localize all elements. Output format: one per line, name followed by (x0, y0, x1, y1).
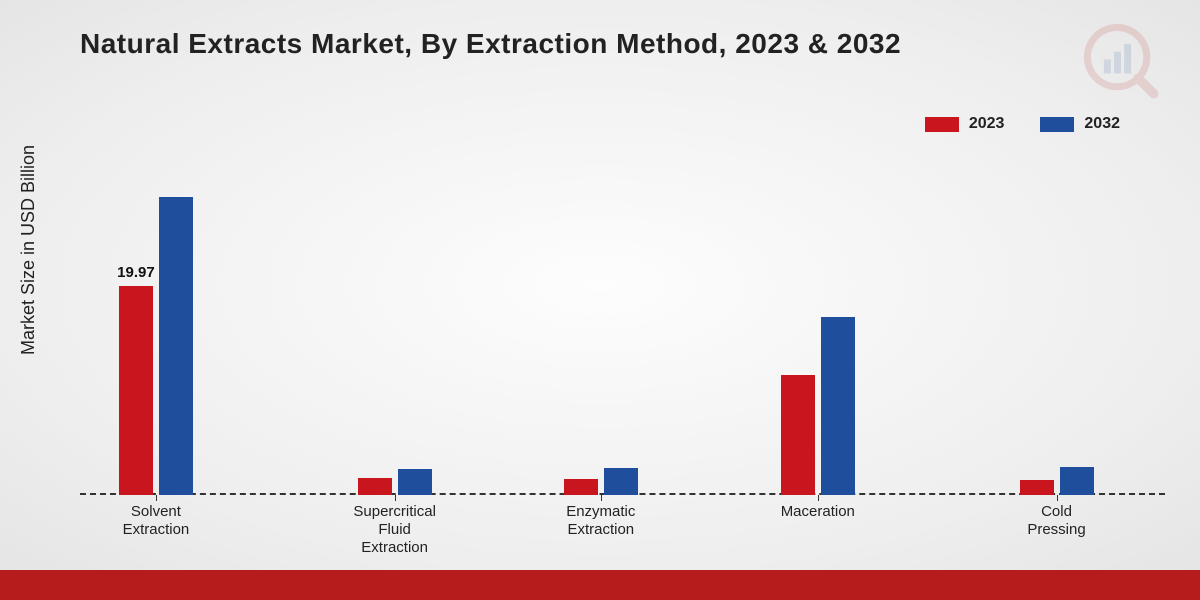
y-axis-label: Market Size in USD Billion (18, 145, 39, 355)
legend: 2023 2032 (925, 115, 1120, 133)
watermark-logo-icon (1082, 22, 1160, 100)
legend-label-2023: 2023 (969, 115, 1005, 133)
bar-group: 19.97 (119, 197, 193, 495)
x-axis-tick (1057, 495, 1058, 501)
x-axis-tick (156, 495, 157, 501)
x-axis-category-label: Maceration (758, 503, 878, 521)
x-axis-category-label: Solvent Extraction (96, 503, 216, 539)
bar-value-label: 19.97 (117, 264, 155, 281)
legend-swatch-2032 (1040, 117, 1074, 132)
x-axis-category-label: Enzymatic Extraction (541, 503, 661, 539)
legend-item-2023: 2023 (925, 115, 1005, 133)
x-axis-category-label: Supercritical Fluid Extraction (335, 503, 455, 557)
bar-group (1020, 467, 1094, 495)
bar-2023 (781, 375, 815, 495)
bar-2023: 19.97 (119, 286, 153, 495)
bar-2032 (821, 317, 855, 495)
x-axis-tick (395, 495, 396, 501)
footer-accent-bar (0, 570, 1200, 600)
bar-2032 (604, 468, 638, 495)
bar-group (781, 317, 855, 495)
legend-swatch-2023 (925, 117, 959, 132)
legend-item-2032: 2032 (1040, 115, 1120, 133)
bar-2023 (358, 478, 392, 495)
x-axis-tick (601, 495, 602, 501)
bar-group (358, 469, 432, 495)
plot-area: 19.97 (80, 160, 1165, 495)
bar-group (564, 468, 638, 495)
bar-2023 (564, 479, 598, 495)
bar-2032 (398, 469, 432, 495)
chart-container: Natural Extracts Market, By Extraction M… (0, 0, 1200, 570)
x-axis-labels: Solvent Extraction Supercritical Fluid Ex… (80, 497, 1165, 557)
bar-2032 (159, 197, 193, 495)
x-axis-category-label: Cold Pressing (997, 503, 1117, 539)
bar-2023 (1020, 480, 1054, 495)
chart-title: Natural Extracts Market, By Extraction M… (80, 28, 901, 60)
legend-label-2032: 2032 (1084, 115, 1120, 133)
bar-2032 (1060, 467, 1094, 495)
x-axis-tick (818, 495, 819, 501)
